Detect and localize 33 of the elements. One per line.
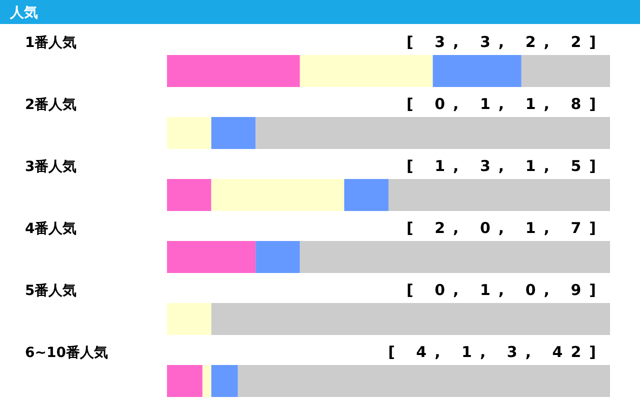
bar <box>167 179 212 211</box>
bar <box>300 241 610 273</box>
bar <box>211 303 610 335</box>
bar <box>211 179 344 211</box>
bar <box>202 365 212 397</box>
bar <box>300 55 433 87</box>
y-tick-label: 2番人気 <box>25 97 77 113</box>
bar <box>432 55 522 87</box>
bar <box>256 241 300 273</box>
y-tick-label: 3番人気 <box>25 159 77 175</box>
bar <box>238 365 610 397</box>
bar <box>167 117 212 149</box>
text: 人気 <box>9 5 38 21</box>
annotation: [ 2, 0, 1, 7] <box>406 219 604 237</box>
bar <box>167 365 202 397</box>
bar <box>211 365 238 397</box>
annotation: [ 0, 1, 1, 8] <box>406 95 604 113</box>
bar <box>388 179 610 211</box>
y-tick-label: 1番人気 <box>25 35 77 51</box>
bar <box>521 55 610 87</box>
bar <box>344 179 388 211</box>
bar <box>167 241 256 273</box>
y-tick-label: 4番人気 <box>25 221 77 237</box>
annotation: [ 1, 3, 1, 5] <box>406 157 604 175</box>
annotation: [ 4, 1, 3, 42] <box>388 343 604 361</box>
bar <box>256 117 610 149</box>
y-tick-label: 6~10番人気 <box>25 345 108 361</box>
annotation: [ 0, 1, 0, 9] <box>406 281 604 299</box>
bar <box>167 303 212 335</box>
bar <box>167 55 300 87</box>
annotation: [ 3, 3, 2, 2] <box>406 33 604 51</box>
bar <box>211 117 256 149</box>
y-tick-label: 5番人気 <box>25 283 77 299</box>
